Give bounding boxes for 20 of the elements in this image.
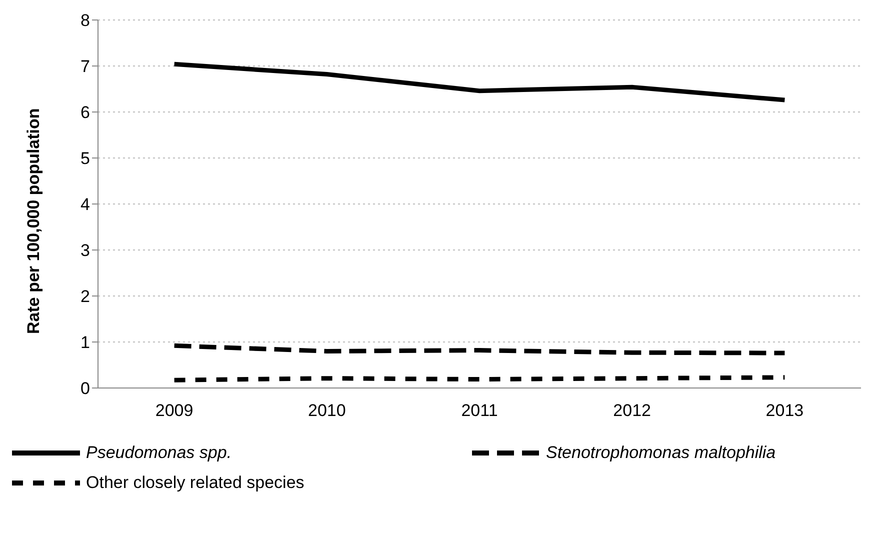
- y-tick-label: 6: [80, 103, 90, 122]
- legend-label: Stenotrophomonas maltophilia: [546, 443, 776, 463]
- legend-label: Other closely related species: [86, 473, 304, 493]
- x-tick-label: 2013: [766, 401, 804, 420]
- line-series: [172, 343, 787, 356]
- y-tick-label: 4: [80, 195, 90, 214]
- y-axis-title: Rate per 100,000 population: [24, 108, 44, 334]
- y-tick-label: 5: [80, 149, 90, 168]
- x-tick-label: 2011: [461, 401, 498, 420]
- x-tick-label: 2012: [613, 401, 652, 420]
- legend-label: Pseudomonas spp.: [86, 443, 232, 463]
- y-tick-label: 1: [80, 333, 90, 352]
- y-tick-label: 8: [80, 11, 90, 30]
- y-tick-label: 2: [80, 287, 90, 306]
- line-series: [172, 62, 787, 102]
- y-tick-label: 3: [80, 241, 90, 260]
- y-tick-label: 0: [80, 379, 90, 398]
- y-tick-label: 7: [80, 57, 90, 76]
- x-tick-label: 2009: [155, 401, 194, 420]
- x-tick-label: 2010: [308, 401, 346, 420]
